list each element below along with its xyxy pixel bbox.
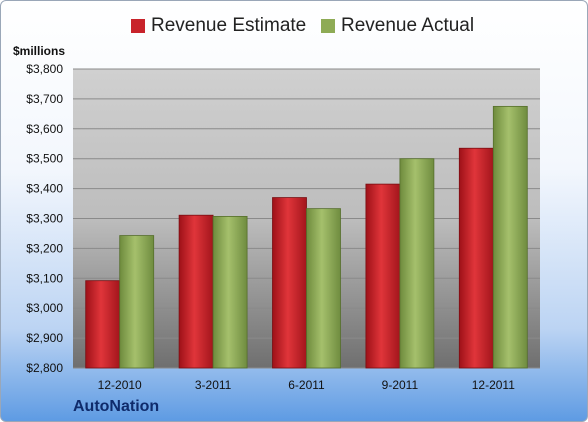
y-tick-label: $3,400 xyxy=(26,182,63,196)
bar-actual xyxy=(399,158,435,369)
bar-actual xyxy=(306,208,341,369)
y-tick-label: $2,800 xyxy=(26,361,63,375)
bar-estimate xyxy=(85,280,121,369)
bar-estimate xyxy=(365,183,401,369)
legend: Revenue Estimate Revenue Actual xyxy=(1,15,587,45)
legend-swatch-estimate xyxy=(131,19,145,33)
legend-swatch-actual xyxy=(321,19,335,33)
bar-actual xyxy=(492,105,528,369)
x-tick-label: 6-2011 xyxy=(288,378,325,392)
x-tick-label: 12-2010 xyxy=(98,378,142,392)
bar-estimate xyxy=(178,214,214,369)
y-tick-label: $3,600 xyxy=(26,122,63,136)
x-tick-label: 3-2011 xyxy=(195,378,232,392)
x-tick-label: 9-2011 xyxy=(382,378,419,392)
bar-estimate xyxy=(458,147,494,369)
y-tick-label: $2,900 xyxy=(26,331,63,345)
legend-label-estimate: Revenue Estimate xyxy=(151,15,307,36)
bar-estimate xyxy=(272,197,307,369)
y-tick-label: $3,000 xyxy=(26,301,63,315)
bar-actual xyxy=(212,216,248,369)
bar-actual xyxy=(119,235,155,369)
legend-item-actual: Revenue Actual xyxy=(321,15,474,37)
y-tick-label: $3,100 xyxy=(26,271,63,285)
y-tick-label: $3,200 xyxy=(26,241,63,255)
legend-label-actual: Revenue Actual xyxy=(341,15,475,36)
y-axis-unit-label: $millions xyxy=(13,44,66,58)
legend-item-estimate: Revenue Estimate xyxy=(131,15,306,37)
y-tick-label: $3,500 xyxy=(26,152,63,166)
y-tick-label: $3,700 xyxy=(26,92,63,106)
y-tick-label: $3,800 xyxy=(26,62,63,76)
brand-logo-text: AutoNation xyxy=(73,398,160,415)
x-tick-label: 12-2011 xyxy=(472,378,515,392)
y-tick-label: $3,300 xyxy=(26,212,63,226)
